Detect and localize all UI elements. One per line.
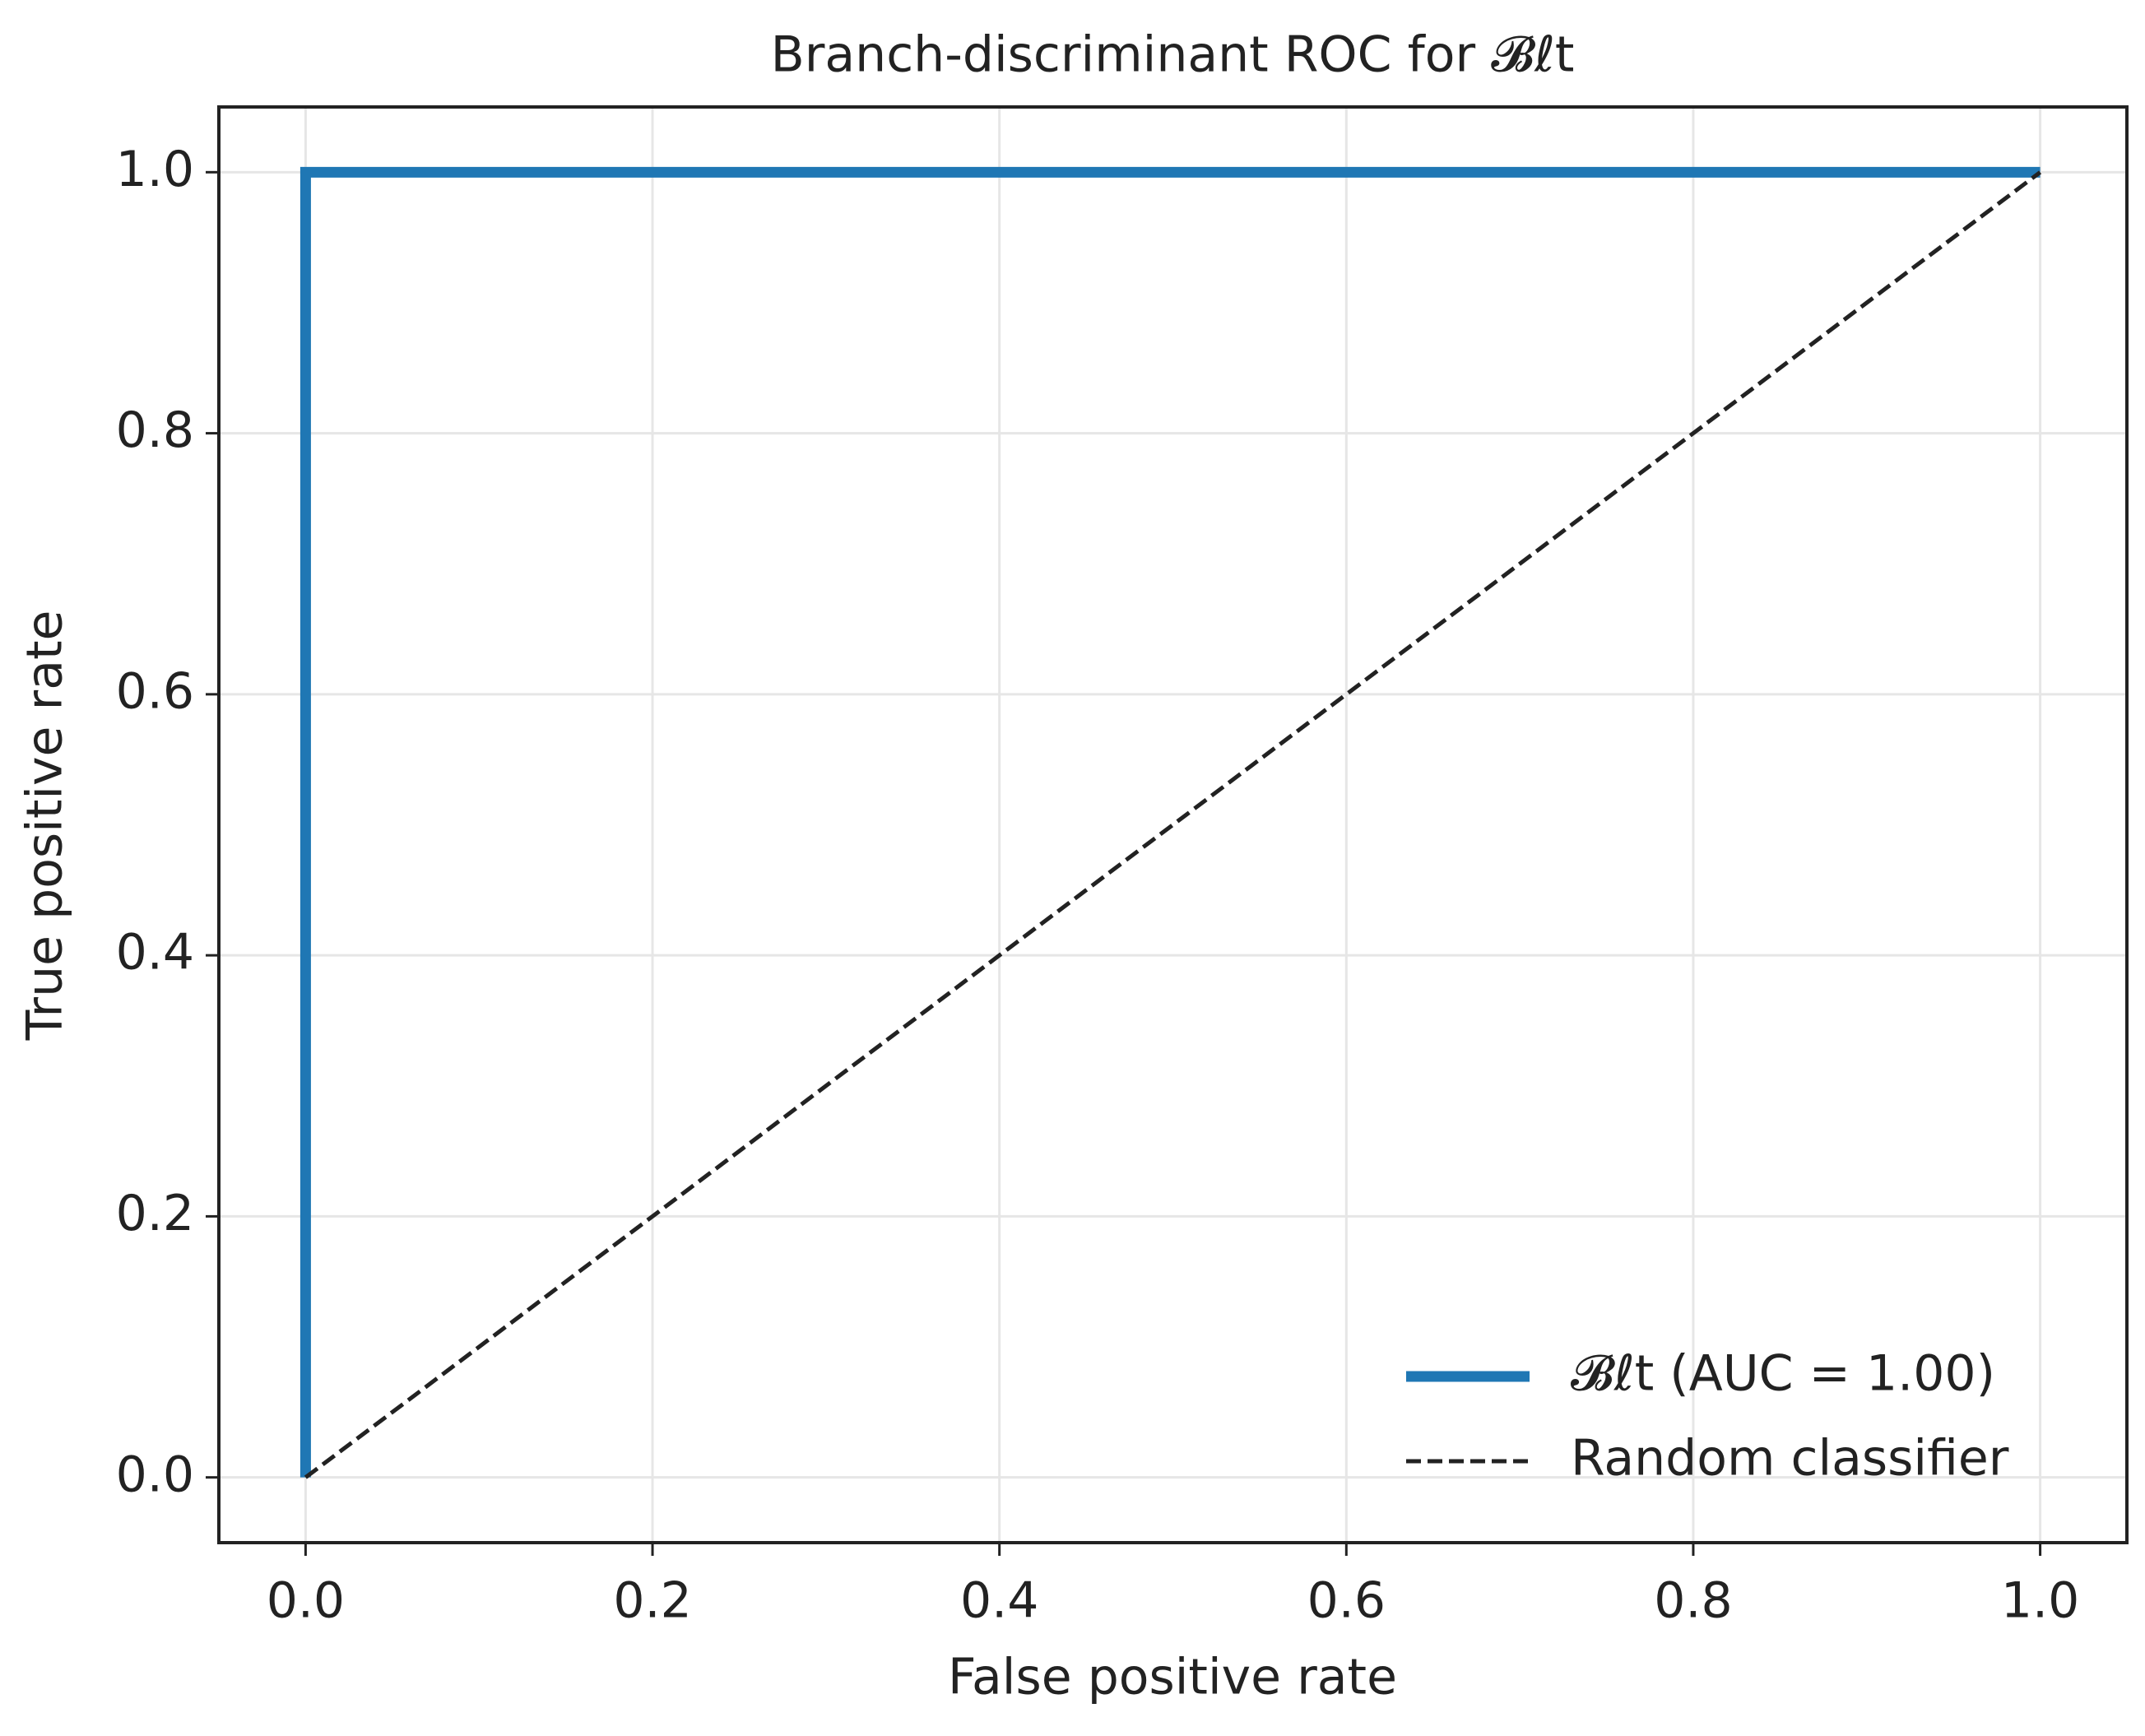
legend-label: 𝓑ℓt (AUC = 1.00) [1571, 1345, 1995, 1403]
x-axis-label: False positive rate [948, 1649, 1397, 1706]
chart-title: Branch-discriminant ROC for 𝓑ℓt [771, 26, 1575, 84]
x-tick-label: 0.4 [960, 1572, 1038, 1630]
series-line [304, 170, 2042, 1479]
y-tick-label: 1.0 [116, 141, 194, 198]
legend-label: Random classifier [1571, 1430, 2009, 1488]
y-tick-label: 0.0 [116, 1446, 194, 1503]
x-tick-label: 0.2 [613, 1572, 691, 1630]
x-tick-label: 0.6 [1307, 1572, 1386, 1630]
x-tick-label: 1.0 [2001, 1572, 2079, 1630]
x-tick-label: 0.0 [267, 1572, 345, 1630]
y-axis-label: True positive rate [16, 610, 74, 1042]
y-tick-label: 0.4 [116, 924, 194, 982]
x-tick-label: 0.8 [1654, 1572, 1732, 1630]
y-tick-label: 0.2 [116, 1185, 194, 1242]
y-tick-label: 0.8 [116, 402, 194, 459]
series-line [299, 166, 2041, 1478]
y-tick-label: 0.6 [116, 662, 194, 720]
plot-frame [217, 105, 2129, 1544]
